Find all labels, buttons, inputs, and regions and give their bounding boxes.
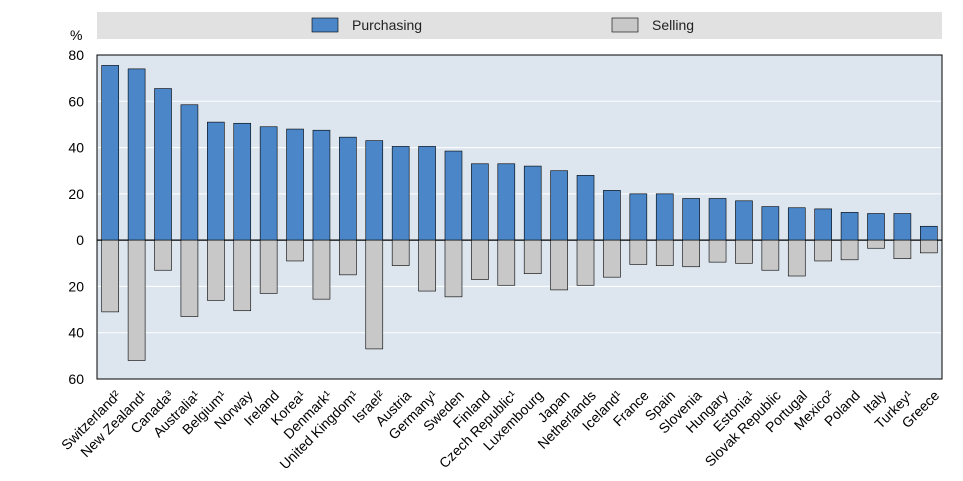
y-tick-label: 40 [68,140,84,156]
y-axis-unit-label: % [70,27,82,43]
legend-label: Selling [652,17,694,33]
y-tick-label: 60 [68,93,84,109]
selling-bar [259,239,278,294]
selling-bar [867,239,885,249]
legend-swatch [311,17,339,33]
selling-bar [655,239,674,266]
purchasing-bar [682,198,700,241]
purchasing-bar [735,200,753,241]
selling-bar [761,239,780,271]
purchasing-bar [708,198,727,241]
selling-bar [339,239,357,276]
selling-bar [682,239,700,268]
y-tick-label: 40 [68,325,84,341]
selling-bar [418,239,436,292]
selling-bar [629,239,648,265]
purchasing-bar [259,126,278,241]
selling-bar [286,239,304,262]
selling-bar [365,239,384,350]
selling-bar [840,239,859,261]
purchasing-bar [523,165,542,241]
purchasing-bar [339,136,357,241]
legend-background [97,12,942,39]
legend: Purchasing Selling [311,17,694,33]
purchasing-bar [444,150,463,241]
purchasing-bar [655,193,674,241]
selling-bar [233,239,252,312]
purchasing-bar [312,129,331,241]
purchasing-bar [603,190,621,241]
purchasing-bar [180,104,199,241]
selling-bar [312,239,331,300]
purchasing-bar [286,128,304,241]
selling-bar [787,239,806,277]
selling-bar [497,239,516,286]
y-tick-label: 0 [76,232,84,248]
purchasing-bar [154,88,172,241]
selling-bar [391,239,410,266]
purchasing-bar [127,68,146,241]
purchasing-bar [471,163,489,241]
purchasing-bar [418,146,436,241]
y-tick-label: 60 [68,371,84,387]
selling-bar [735,239,753,264]
purchasing-bar [629,193,648,241]
y-tick-label: 20 [68,186,84,202]
selling-bar [207,239,225,301]
selling-bar [708,239,727,263]
purchasing-bar [365,140,384,241]
selling-bar [576,239,595,286]
selling-bar [814,239,832,262]
y-axis-ticks: 80 60 40 20 0 20 40 60 [68,47,943,387]
purchasing-bar [867,213,885,241]
selling-bar [127,239,146,361]
purchasing-bar [550,170,568,241]
selling-bar [101,239,120,313]
purchasing-bar [893,213,912,241]
legend-swatch [611,17,639,33]
selling-bar [919,239,938,254]
selling-bar [603,239,621,278]
selling-bar [550,239,568,291]
purchasing-bar [101,65,120,241]
bars [101,65,938,361]
selling-bar [523,239,542,274]
purchasing-bar [787,207,806,241]
purchasing-bar [576,175,595,241]
selling-bar [471,239,489,280]
selling-bar [893,239,912,259]
purchasing-bar [497,163,516,241]
purchasing-bar [391,146,410,241]
purchasing-bar [840,212,859,241]
selling-bar [154,239,172,271]
plot-border [96,54,943,380]
legend-label: Purchasing [352,17,422,33]
selling-bar [180,239,199,317]
purchasing-bar [233,122,252,241]
purchasing-bar [761,206,780,241]
purchasing-bar [207,121,225,241]
y-tick-label: 80 [68,47,84,63]
y-tick-label: 20 [68,278,84,294]
purchasing-bar [919,225,938,241]
selling-bar [444,239,463,298]
purchasing-bar [814,208,832,241]
